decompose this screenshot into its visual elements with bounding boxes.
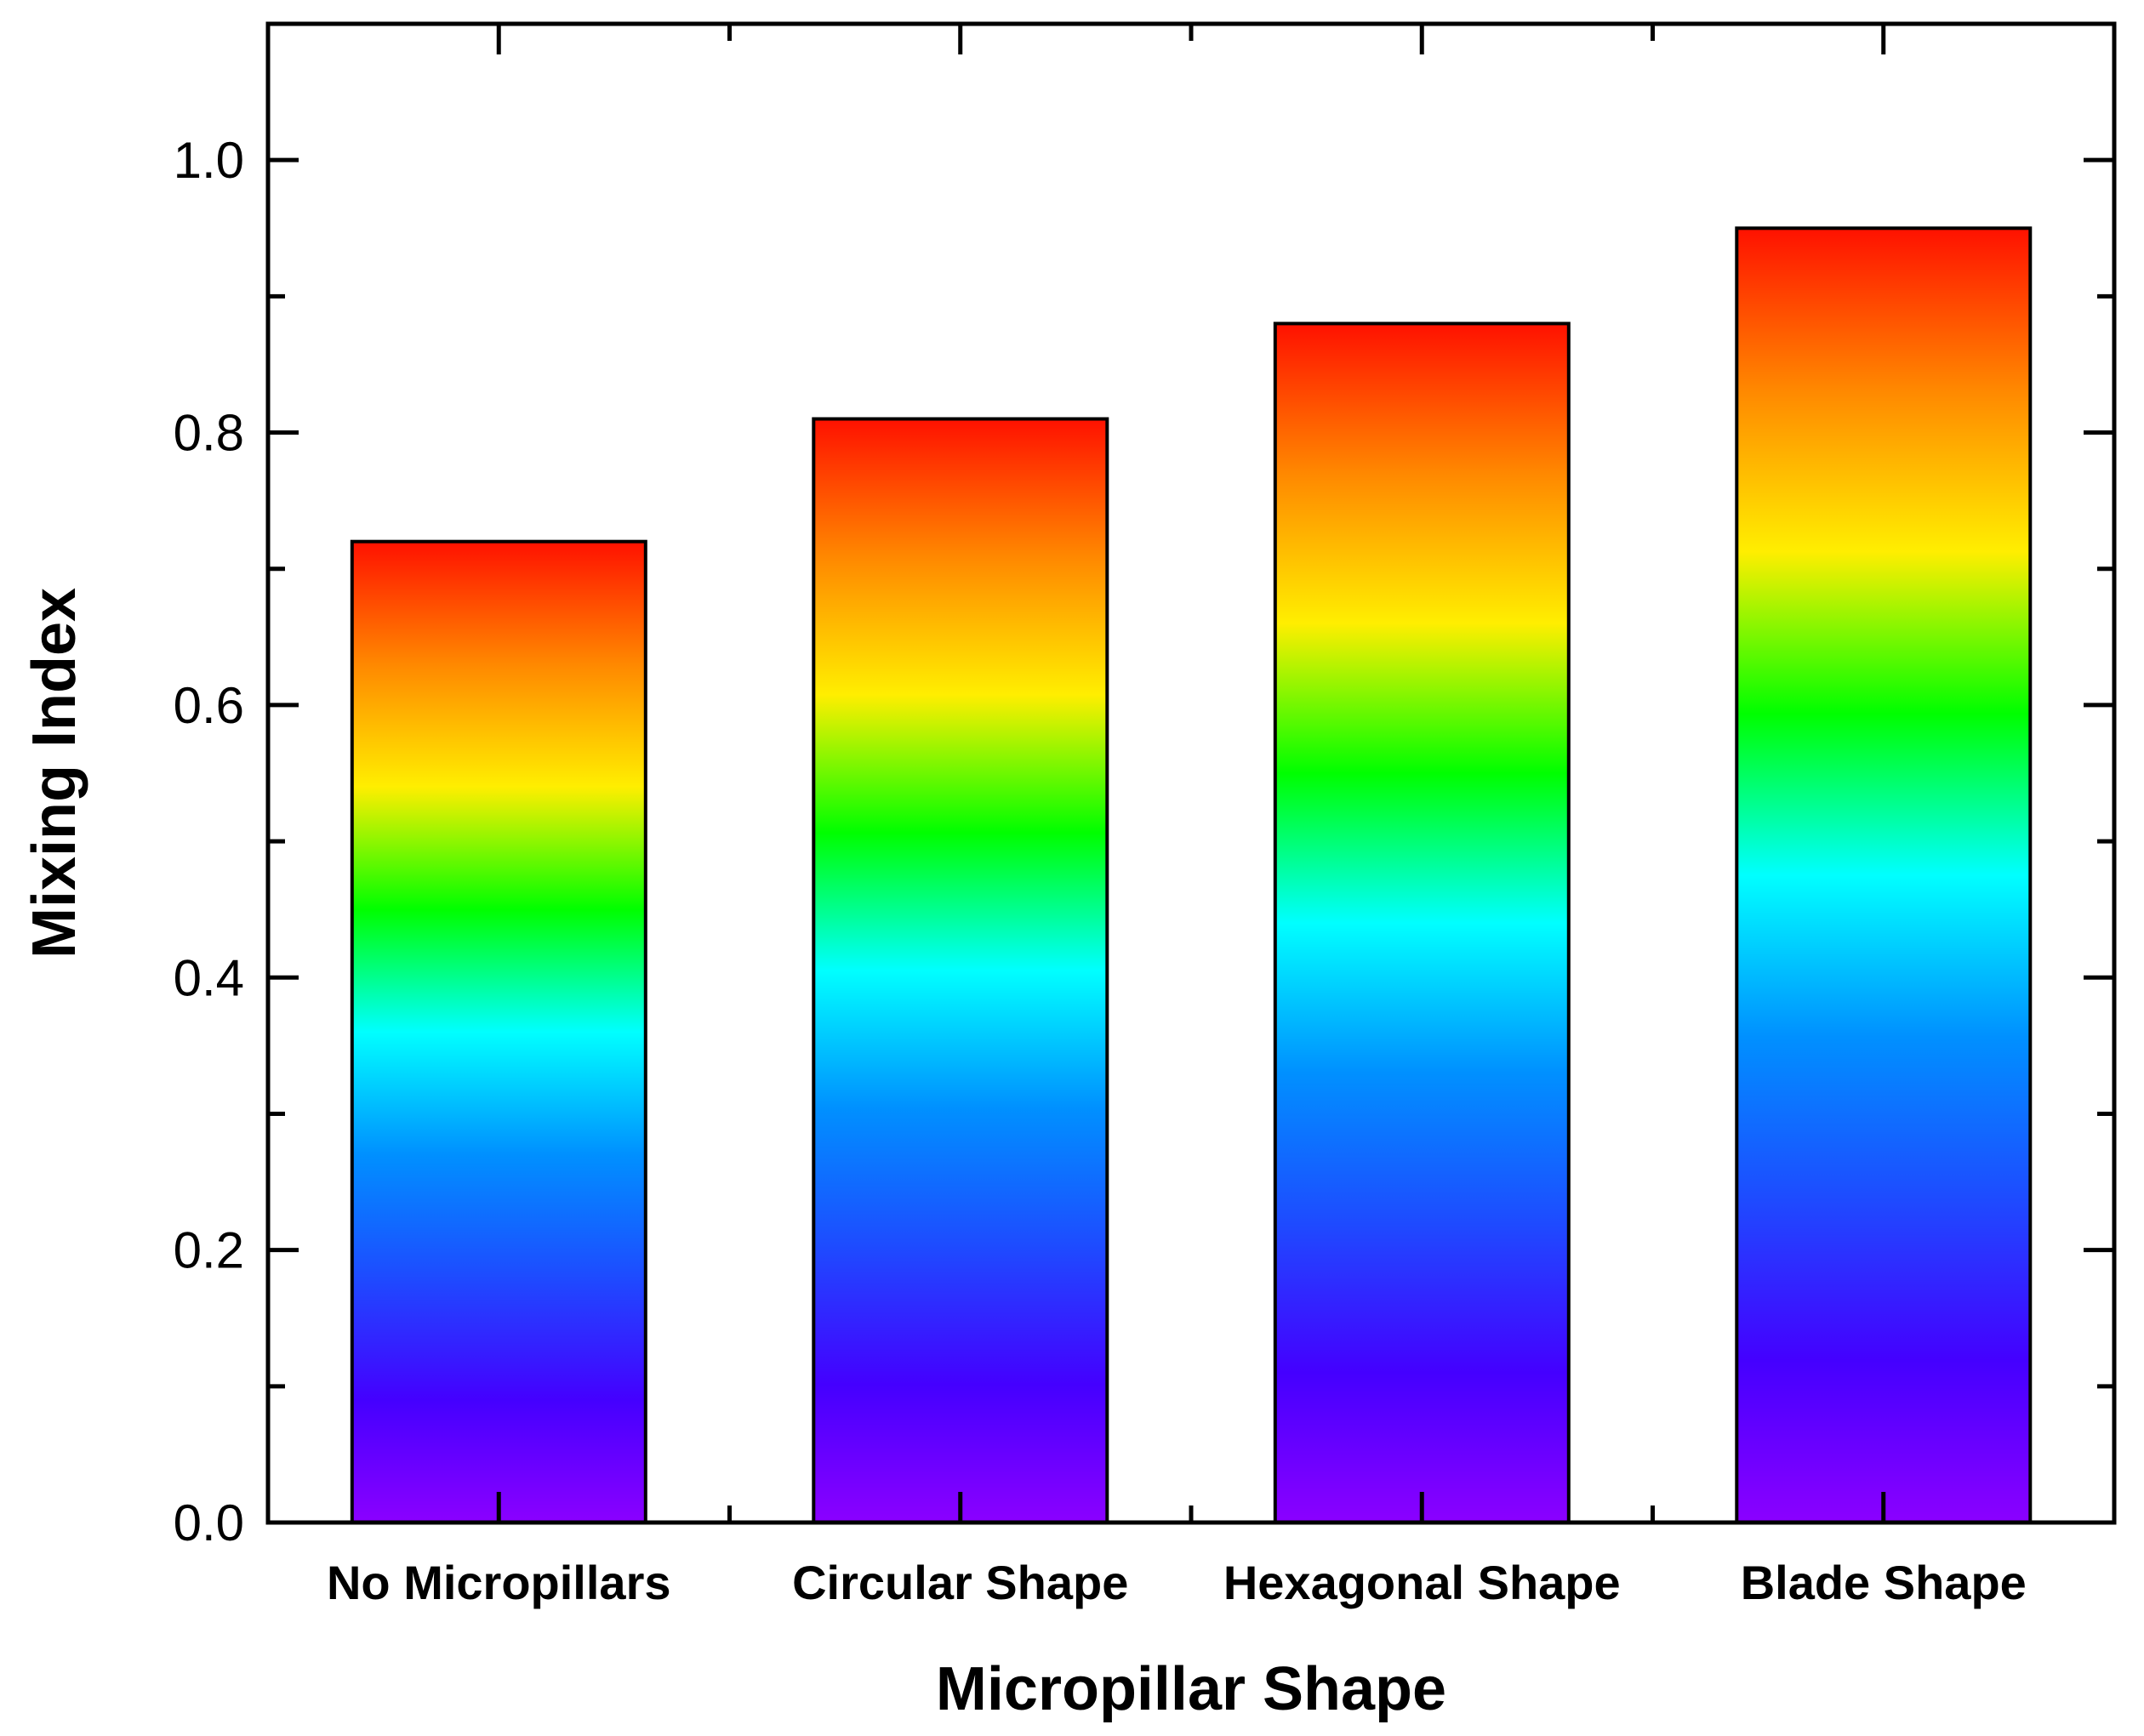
x-category-label: Blade Shape xyxy=(1741,1556,2027,1609)
ticks-layer xyxy=(268,24,2114,1525)
y-tick-label: 0.4 xyxy=(174,949,244,1006)
bar-hexagonal-shape xyxy=(1273,322,1571,1524)
bars-layer xyxy=(350,226,2033,1525)
y-tick-label: 1.0 xyxy=(174,132,244,189)
y-axis-title: Mixing Index xyxy=(20,588,88,959)
y-tick-label: 0.2 xyxy=(174,1222,244,1279)
y-tick-label: 0.0 xyxy=(174,1494,244,1551)
y-tick-label: 0.6 xyxy=(174,677,244,734)
y-tick-label: 0.8 xyxy=(174,405,244,462)
x-category-label: No Micropillars xyxy=(327,1556,671,1609)
labels-layer: 0.0 0.2 0.4 0.6 0.8 1.0 No Micropillars Circula… xyxy=(174,132,2027,1609)
bar-blade-shape xyxy=(1735,226,2033,1524)
bar-circular-shape xyxy=(812,417,1109,1524)
x-axis-title: Micropillar Shape xyxy=(936,1655,1446,1723)
x-category-label: Hexagonal Shape xyxy=(1223,1556,1621,1609)
x-category-label: Circular Shape xyxy=(792,1556,1128,1609)
bar-no-micropillars xyxy=(350,539,647,1525)
